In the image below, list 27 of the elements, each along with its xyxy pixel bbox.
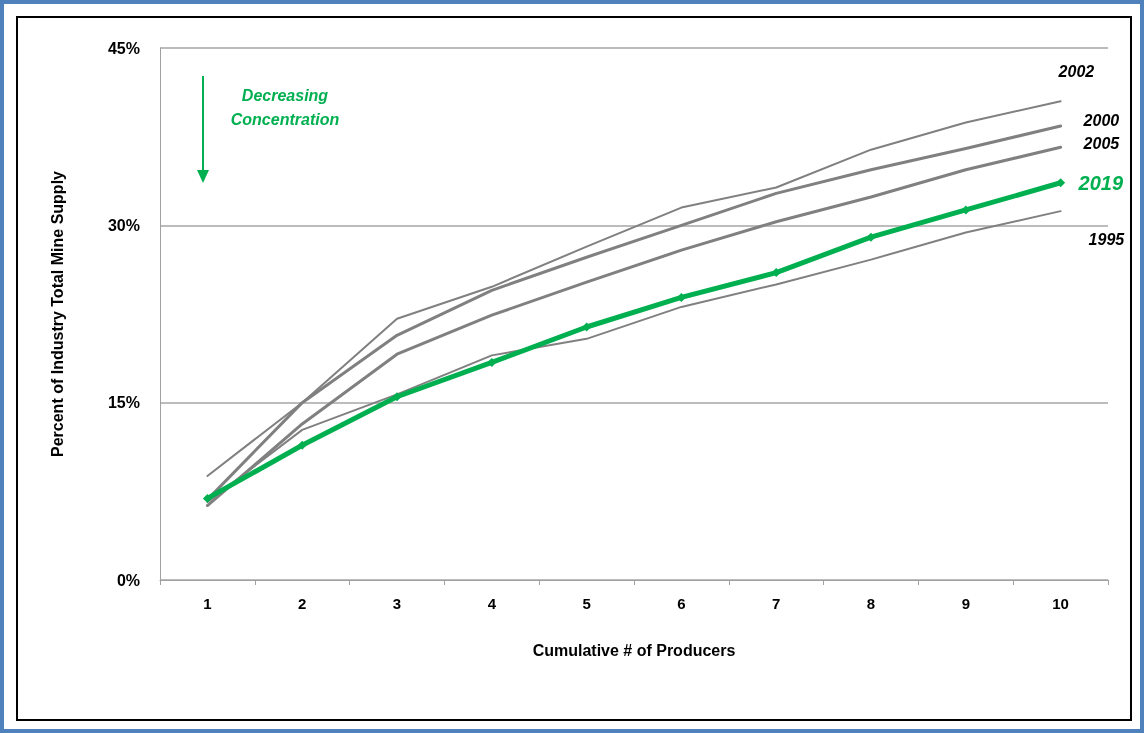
point [297,440,307,450]
point [961,205,971,215]
x-tick-label: 5 [582,595,591,612]
y-axis-title: Percent of Industry Total Mine Supply [48,170,66,457]
series-label: 2005 [1082,134,1121,152]
point [392,392,402,402]
x-tick-label: 10 [1052,595,1069,612]
x-tick-label: 8 [866,595,876,612]
series-label: 2000 [1082,111,1120,129]
x-tick-label: 1 [203,595,212,612]
x-tick-label: 9 [961,595,970,612]
x-tick-label: 6 [677,595,686,612]
series-label: 2019 [1077,171,1124,194]
y-tick-label: 15% [107,394,140,412]
x-axis-title: Cumulative # of Producers [532,641,736,659]
point [202,493,212,503]
x-tick-label: 4 [487,595,497,612]
y-tick-label: 45% [107,39,140,57]
text: 1995 [1088,230,1126,248]
x-tick-label: 2 [298,595,307,612]
point [866,232,876,242]
x-tick-label: 7 [772,595,781,612]
series-label: 2002 [1057,62,1095,80]
x-tick-label: 3 [392,595,402,612]
y-tick-label: 30% [107,216,140,234]
y-tick-label: 0% [116,571,140,589]
annotation: Decreasing Concentration [229,86,341,130]
